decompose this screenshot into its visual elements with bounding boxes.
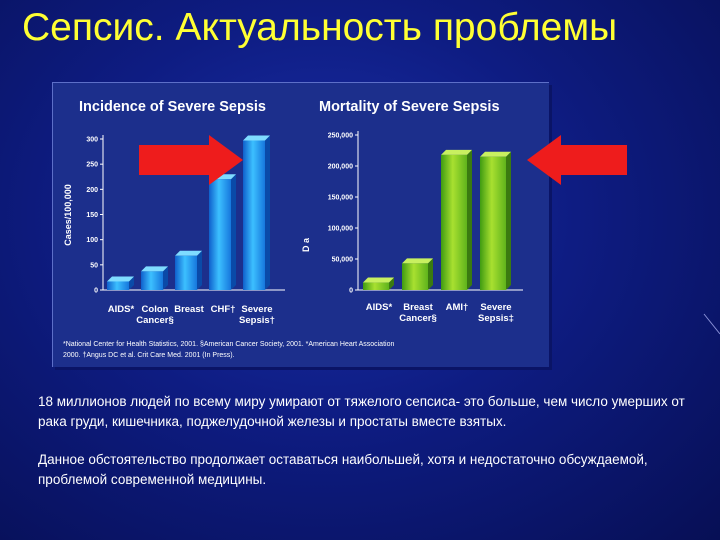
- chart-1-bar: [243, 140, 265, 290]
- body-text: 18 миллионов людей по всему миру умирают…: [38, 392, 698, 508]
- chart-1-bar-side: [197, 250, 202, 290]
- chart-2-category-label: AIDS*: [366, 302, 393, 313]
- chart-1-category-label: Breast: [174, 304, 204, 315]
- body-paragraph-1: 18 миллионов людей по всему миру умирают…: [38, 394, 685, 429]
- chart-2-category-label: AMI†: [446, 302, 469, 313]
- chart-1-bar: [141, 271, 163, 290]
- chart-2-bar: [402, 263, 428, 290]
- chart-1-category-label: Colon: [142, 304, 169, 315]
- chart-1-bar-top: [175, 250, 202, 256]
- slide-title: Сепсис. Актуальность проблемы: [22, 6, 618, 49]
- chart-2-bar-top: [480, 151, 511, 157]
- chart-2-category-label: Severe: [480, 302, 511, 313]
- chart-1-bar-top: [141, 266, 168, 272]
- chart-2-ytick-label: 100,000: [328, 226, 353, 233]
- highlight-arrow-left: [527, 135, 627, 185]
- chart-2-bar-side: [428, 258, 433, 290]
- chart-1-bar-top: [107, 276, 134, 282]
- footnote-line-2: 2000. †Angus DC et al. Crit Care Med. 20…: [63, 352, 235, 359]
- chart-2-title: Mortality of Severe Sepsis: [319, 99, 500, 115]
- footnote-line-1: *National Center for Health Statistics, …: [63, 341, 394, 348]
- chart-2-bar-side: [467, 149, 472, 290]
- chart-1-ytick-label: 300: [86, 137, 98, 144]
- sepsis-chart-figure: Incidence of Severe Sepsis Cases/100,000 0…: [52, 82, 627, 367]
- chart-2-ytick-label: 150,000: [328, 195, 353, 202]
- chart-2-bar: [480, 156, 506, 290]
- chart-2-ytick-label: 250,000: [328, 133, 353, 140]
- chart-1-bar-top: [243, 135, 270, 141]
- chart-1-bar-side: [163, 266, 168, 290]
- chart-1-ylabel: Cases/100,000: [63, 184, 73, 246]
- chart-2-bar-top: [363, 277, 394, 283]
- chart-1-ytick-label: 200: [86, 187, 98, 194]
- chart-1-category-label: AIDS*: [108, 304, 135, 315]
- chart-1-bar-side: [231, 174, 236, 290]
- chart-2-bar-top: [402, 258, 433, 264]
- chart-1-title: Incidence of Severe Sepsis: [79, 99, 266, 115]
- chart-2-ytick-label: 200,000: [328, 164, 353, 171]
- chart-1-category-label: CHF†: [211, 304, 236, 315]
- chart-1-bar: [175, 255, 197, 290]
- chart-1-category-label: Sepsis†: [239, 315, 275, 326]
- chart-1-bar-side: [265, 135, 270, 290]
- chart-2-category-label: Cancer§: [399, 313, 437, 324]
- decorative-line: [703, 313, 720, 335]
- chart-1-bar-side: [129, 276, 134, 290]
- body-paragraph-2: Данное обстоятельство продолжает остават…: [38, 452, 648, 487]
- charts-svg: Incidence of Severe Sepsis Cases/100,000 0…: [63, 99, 627, 359]
- chart-1-category-label: Cancer§: [136, 315, 174, 326]
- chart-2-category-label: Breast: [403, 302, 433, 313]
- chart-2-bar-side: [506, 151, 511, 290]
- chart-1-ytick-label: 50: [90, 262, 98, 269]
- chart-1-ytick-label: 0: [94, 288, 98, 295]
- chart-2-ylabel: D a: [301, 237, 311, 252]
- chart-2-bar: [441, 154, 467, 290]
- chart-1-ytick-label: 150: [86, 212, 98, 219]
- chart-2-category-label: Sepsis‡: [478, 313, 514, 324]
- chart-1-ytick-label: 250: [86, 162, 98, 169]
- chart-1-bar: [107, 281, 129, 290]
- chart-1-bar: [209, 179, 231, 290]
- chart-2-ytick-label: 0: [349, 288, 353, 295]
- chart-2-bar: [363, 282, 389, 290]
- chart-1-ytick-label: 100: [86, 237, 98, 244]
- chart-2-ytick-label: 50,000: [332, 257, 354, 264]
- chart-2-bar-side: [389, 277, 394, 290]
- chart-2-bar-top: [441, 149, 472, 155]
- chart-1-category-label: Severe: [241, 304, 272, 315]
- highlight-arrow-right: [139, 135, 243, 185]
